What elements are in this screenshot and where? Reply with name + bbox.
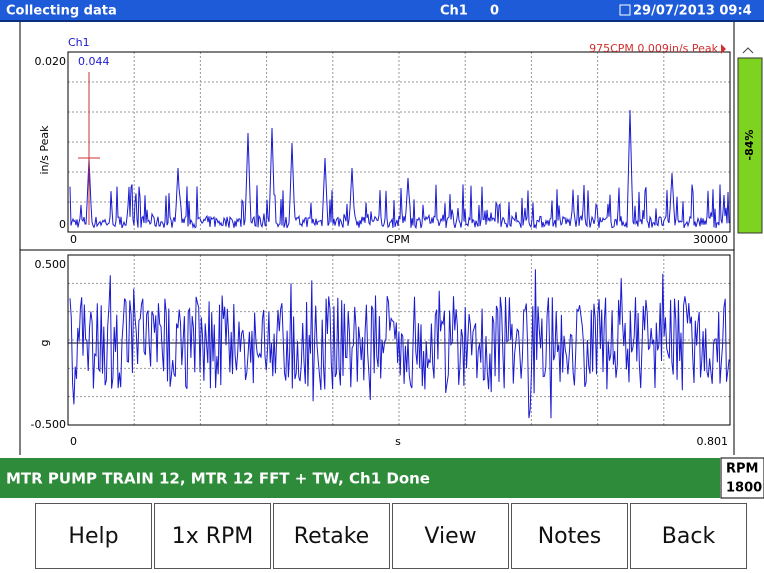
y-max: 0.500: [35, 258, 67, 271]
x-label: s: [395, 435, 401, 448]
button[interactable]: Notes: [511, 503, 628, 569]
title-bar: [0, 0, 764, 20]
datetime: 29/07/2013 09:4: [633, 4, 752, 19]
x-max: 30000: [693, 233, 728, 246]
button[interactable]: Back: [630, 503, 747, 569]
display: Collecting data Ch1 0 29/07/2013 09:4 Ch…: [0, 0, 764, 499]
spectrum-channel: Ch1: [68, 36, 90, 49]
y-max: 0.020: [35, 55, 67, 68]
button[interactable]: Retake: [273, 503, 390, 569]
x-min: 0: [70, 233, 77, 246]
y-min: 0: [59, 218, 66, 231]
rpm-box: [720, 457, 764, 499]
x-label: CPM: [386, 233, 410, 246]
channel: Ch1: [440, 4, 468, 19]
y-label: in/s Peak: [38, 125, 51, 175]
button[interactable]: View: [392, 503, 509, 569]
status-bar: [0, 458, 720, 498]
cursor-value: 0.044: [78, 55, 110, 68]
rpm-label: RPM: [726, 462, 758, 477]
status-text: Collecting data: [6, 4, 117, 19]
status-message: MTR PUMP TRAIN 12, MTR 12 FFT + TW, Ch1 …: [6, 470, 430, 488]
waveform-trace: [69, 269, 730, 419]
level-bar: [737, 57, 763, 234]
y-label: g: [38, 340, 51, 347]
channel-value: 0: [490, 4, 499, 19]
battery-icon: [619, 4, 631, 16]
arrow: [721, 44, 726, 54]
button[interactable]: Help: [35, 503, 152, 569]
x-max: 0.801: [697, 435, 729, 448]
spectrum-frame: [67, 51, 731, 233]
x-min: 0: [70, 435, 77, 448]
spectrum-trace: [69, 109, 730, 230]
y-min: -0.500: [31, 418, 66, 431]
divider: [0, 20, 764, 22]
rpm-value: 1800: [726, 481, 762, 496]
button[interactable]: 1x RPM: [154, 503, 271, 569]
waveform-frame: [67, 254, 731, 426]
scroll-up: [742, 47, 754, 54]
level: -84%: [743, 130, 756, 161]
cursor-readout: 975CPM 0.009in/s Peak: [589, 42, 718, 55]
